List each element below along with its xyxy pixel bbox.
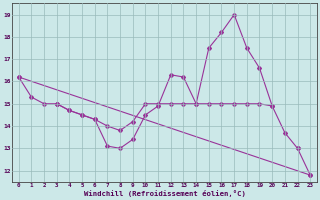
- X-axis label: Windchill (Refroidissement éolien,°C): Windchill (Refroidissement éolien,°C): [84, 190, 245, 197]
